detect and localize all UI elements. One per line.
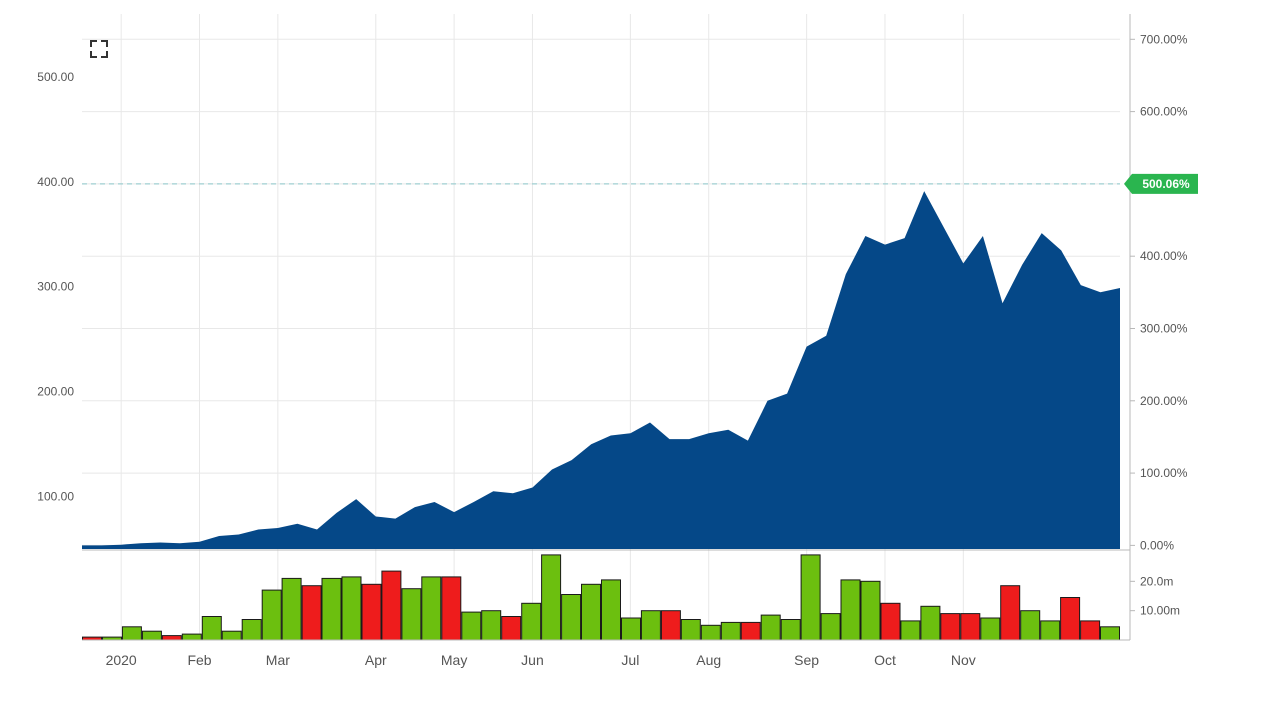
volume-bar [660, 610, 681, 641]
volume-bar [161, 635, 182, 641]
volume-bar [381, 570, 402, 641]
volume-bar [940, 613, 961, 641]
volume-bar [441, 576, 462, 641]
volume-bar [221, 630, 242, 641]
x-tick-label: Mar [266, 652, 290, 668]
volume-bar [541, 554, 562, 641]
axis-layer [82, 14, 1135, 641]
x-tick-label: Jul [621, 652, 639, 668]
last-value-label: 500.06% [1142, 177, 1190, 191]
x-tick-label: Oct [874, 652, 896, 668]
volume-bar [800, 554, 821, 641]
volume-bar [561, 594, 582, 641]
price-tick-label: 500.00 [37, 70, 74, 84]
volume-bar [860, 580, 881, 641]
volume-bar [181, 633, 202, 641]
expand-icon[interactable] [90, 40, 108, 58]
area-layer [82, 191, 1120, 549]
volume-bar [840, 579, 861, 641]
percent-tick-label: 600.00% [1140, 105, 1188, 119]
volume-bar [1040, 620, 1061, 641]
expand-corner [101, 40, 108, 47]
volume-layer [82, 554, 1120, 641]
volume-bar [680, 619, 701, 641]
label-layer: 2020 Feb Mar Apr May Jun Jul Aug Sep Oct Nov 100.00… [37, 32, 1198, 668]
price-tick-label: 200.00 [37, 385, 74, 399]
volume-bar [581, 583, 601, 641]
volume-bar [361, 583, 382, 641]
volume-bar [501, 616, 522, 641]
expand-corner [101, 51, 108, 58]
price-tick-label: 400.00 [37, 175, 74, 189]
x-tick-label: Feb [187, 652, 211, 668]
volume-bar [1080, 620, 1101, 641]
volume-bar [521, 602, 542, 641]
volume-bar [141, 630, 162, 641]
volume-bar [700, 624, 721, 641]
volume-bar [621, 617, 641, 641]
volume-bar [481, 610, 502, 641]
volume-tick-label: 20.0m [1140, 574, 1173, 588]
volume-bar [281, 577, 302, 641]
volume-bar [261, 589, 282, 641]
volume-bar [461, 611, 482, 641]
volume-bar [740, 621, 761, 641]
volume-bar [960, 613, 981, 641]
volume-bar [401, 588, 422, 641]
volume-bar [1100, 626, 1120, 641]
x-tick-label: Nov [951, 652, 976, 668]
volume-bar [201, 616, 222, 641]
volume-bar [241, 619, 262, 641]
volume-bar [980, 617, 1001, 641]
volume-bar [720, 621, 741, 641]
price-tick-label: 100.00 [37, 490, 74, 504]
percent-tick-label: 200.00% [1140, 394, 1188, 408]
volume-bar [321, 577, 342, 641]
volume-bar [760, 614, 781, 641]
percent-tick-label: 100.00% [1140, 466, 1188, 480]
volume-bar [601, 579, 621, 641]
volume-bar [780, 619, 801, 641]
x-tick-label: 2020 [106, 652, 137, 668]
price-tick-label: 300.00 [37, 280, 74, 294]
volume-bar [301, 585, 322, 641]
x-tick-label: May [441, 652, 467, 668]
expand-corner [90, 40, 97, 47]
volume-bar [1060, 597, 1081, 641]
x-tick-label: Jun [521, 652, 544, 668]
volume-bar [880, 602, 901, 641]
volume-bar [920, 605, 941, 641]
volume-bar [341, 576, 362, 641]
expand-corner [90, 51, 97, 58]
percent-tick-label: 300.00% [1140, 321, 1188, 335]
x-tick-label: Aug [696, 652, 721, 668]
volume-bar [121, 626, 142, 641]
volume-bar [1000, 585, 1021, 641]
volume-tick-label: 10.00m [1140, 604, 1180, 618]
volume-bar [640, 610, 661, 641]
volume-bar [421, 576, 442, 641]
price-area [82, 191, 1120, 549]
percent-tick-label: 400.00% [1140, 249, 1188, 263]
x-tick-label: Apr [365, 652, 387, 668]
percent-tick-label: 0.00% [1140, 538, 1174, 552]
x-tick-label: Sep [794, 652, 819, 668]
percent-tick-label: 700.00% [1140, 32, 1188, 46]
volume-bar [1020, 610, 1041, 641]
volume-bar [900, 620, 921, 641]
volume-bar [820, 613, 841, 641]
last-value-badge [1124, 173, 1198, 194]
